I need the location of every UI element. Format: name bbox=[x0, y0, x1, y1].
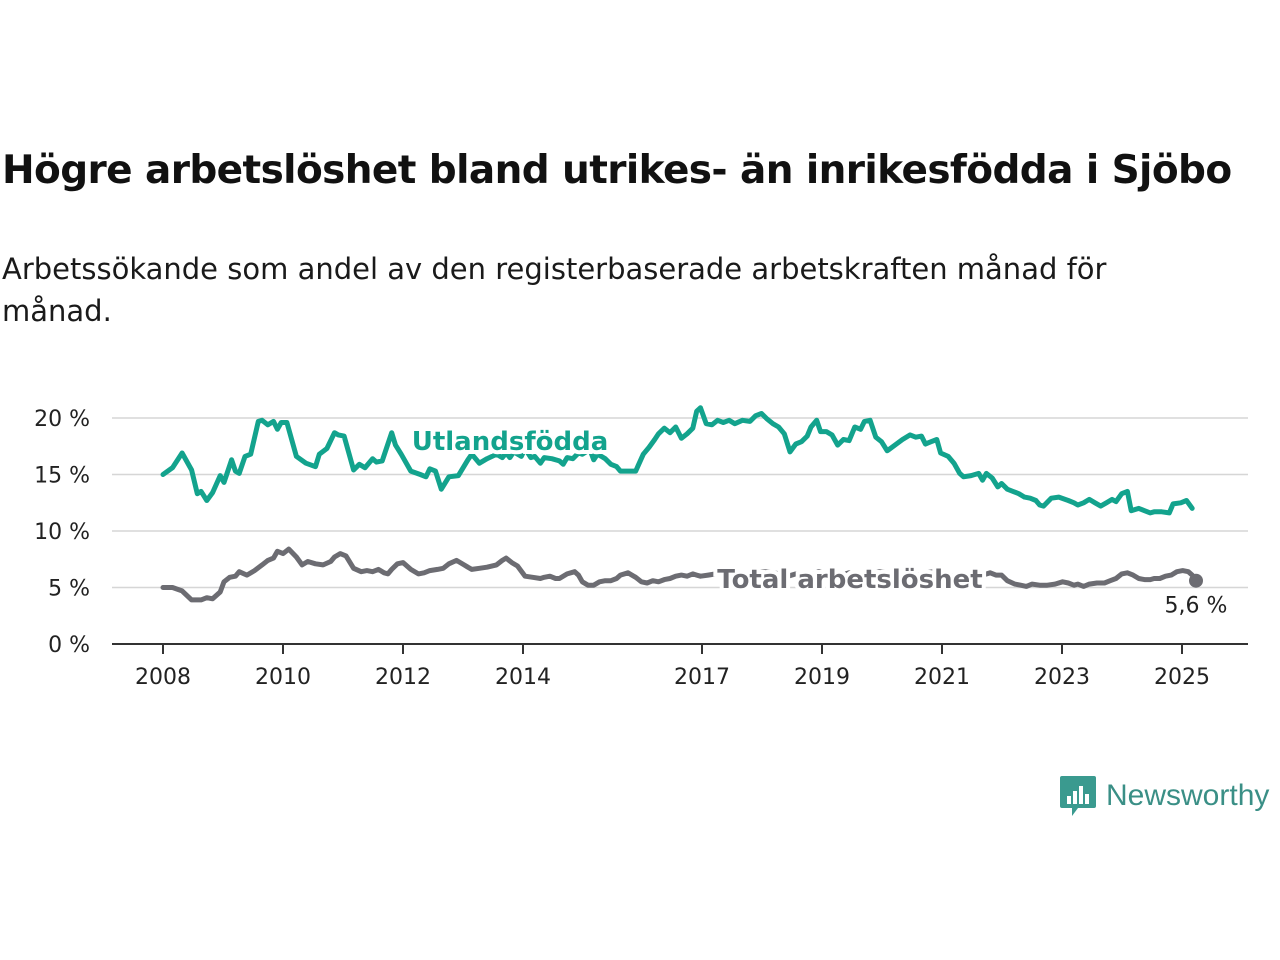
y-tick-label: 20 % bbox=[34, 407, 90, 432]
y-tick-label: 10 % bbox=[34, 520, 90, 545]
y-tick-label: 5 % bbox=[48, 577, 90, 602]
chart-title: Högre arbetslöshet bland utrikes- än inr… bbox=[2, 148, 1232, 193]
line-chart: 0 %5 %10 %15 %20 % 2008 2010 2012 2014 2017 2… bbox=[34, 405, 1248, 690]
series-label-utlandsfodda: Utlandsfödda bbox=[412, 427, 609, 457]
x-axis: 2008 2010 2012 2014 2017 2019 2021 2023 2025 bbox=[112, 643, 1248, 690]
x-tick-label: 2025 bbox=[1154, 665, 1210, 690]
series-line-total bbox=[160, 546, 1199, 603]
x-tick-label: 2019 bbox=[794, 665, 850, 690]
series-label-total: Total arbetslöshet bbox=[717, 565, 982, 595]
end-value-label: 5,6 % bbox=[1165, 594, 1228, 619]
newsworthy-logo: Newsworthy bbox=[1058, 774, 1269, 818]
x-tick-label: 2021 bbox=[914, 665, 970, 690]
y-axis-tick-labels: 0 % 5 % 10 % 15 % 20 % bbox=[34, 407, 90, 658]
series-line-utlandsfodda bbox=[160, 405, 1195, 516]
x-tick-label: 2008 bbox=[135, 665, 191, 690]
newsworthy-logo-icon bbox=[1060, 776, 1096, 816]
series-labels: Utlandsfödda Total arbetslöshet 5,6 % bbox=[408, 423, 1228, 619]
x-tick-label: 2023 bbox=[1034, 665, 1090, 690]
brand-name: Newsworthy bbox=[1106, 779, 1270, 812]
end-point-marker bbox=[1189, 573, 1203, 588]
y-tick-label: 0 % bbox=[48, 633, 90, 658]
x-tick-label: 2010 bbox=[255, 665, 311, 690]
x-tick-label: 2017 bbox=[674, 665, 730, 690]
grid-lines bbox=[112, 417, 1248, 589]
y-tick-label: 15 % bbox=[34, 464, 90, 489]
x-tick-label: 2012 bbox=[375, 665, 431, 690]
series-lines bbox=[160, 405, 1199, 603]
chart-subtitle: Arbetssökande som andel av den registerb… bbox=[2, 252, 1107, 328]
x-tick-label: 2014 bbox=[495, 665, 551, 690]
